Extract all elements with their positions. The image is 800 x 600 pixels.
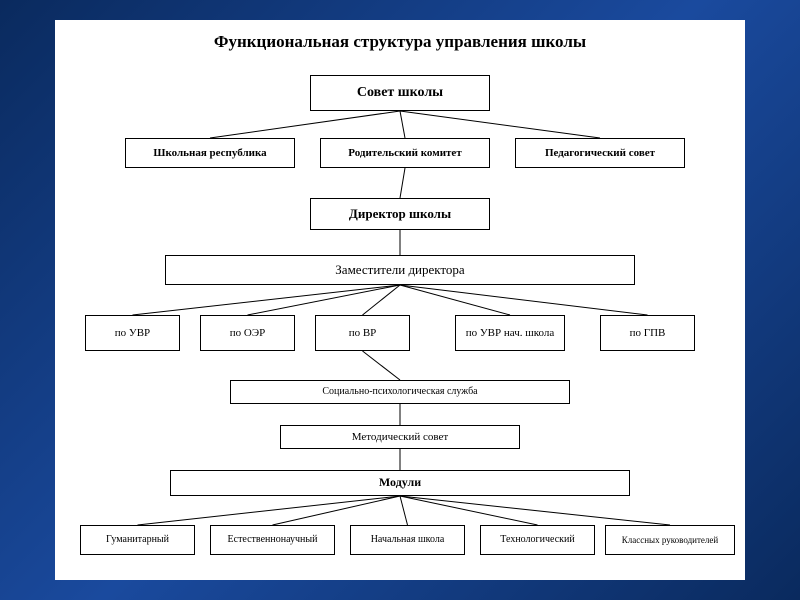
node-uvr_nach: по УВР нач. школа xyxy=(455,315,565,351)
node-director: Директор школы xyxy=(310,198,490,230)
node-human: Гуманитарный xyxy=(80,525,195,555)
node-oer: по ОЭР xyxy=(200,315,295,351)
node-pedsovet: Педагогический совет xyxy=(515,138,685,168)
node-modules: Модули xyxy=(170,470,630,496)
node-parents: Родительский комитет xyxy=(320,138,490,168)
node-vr: по ВР xyxy=(315,315,410,351)
diagram-panel: Функциональная структура управления школ… xyxy=(55,20,745,580)
node-classheads: Классных руководителей xyxy=(605,525,735,555)
node-deputies: Заместители директора xyxy=(165,255,635,285)
node-council: Совет школы xyxy=(310,75,490,111)
node-natural: Естественнонаучный xyxy=(210,525,335,555)
node-tech: Технологический xyxy=(480,525,595,555)
node-metsovet: Методический совет xyxy=(280,425,520,449)
node-republic: Школьная республика xyxy=(125,138,295,168)
diagram-title: Функциональная структура управления школ… xyxy=(55,32,745,52)
node-socpsy: Социально-психологическая служба xyxy=(230,380,570,404)
node-gpv: по ГПВ xyxy=(600,315,695,351)
node-uvr: по УВР xyxy=(85,315,180,351)
node-primary: Начальная школа xyxy=(350,525,465,555)
